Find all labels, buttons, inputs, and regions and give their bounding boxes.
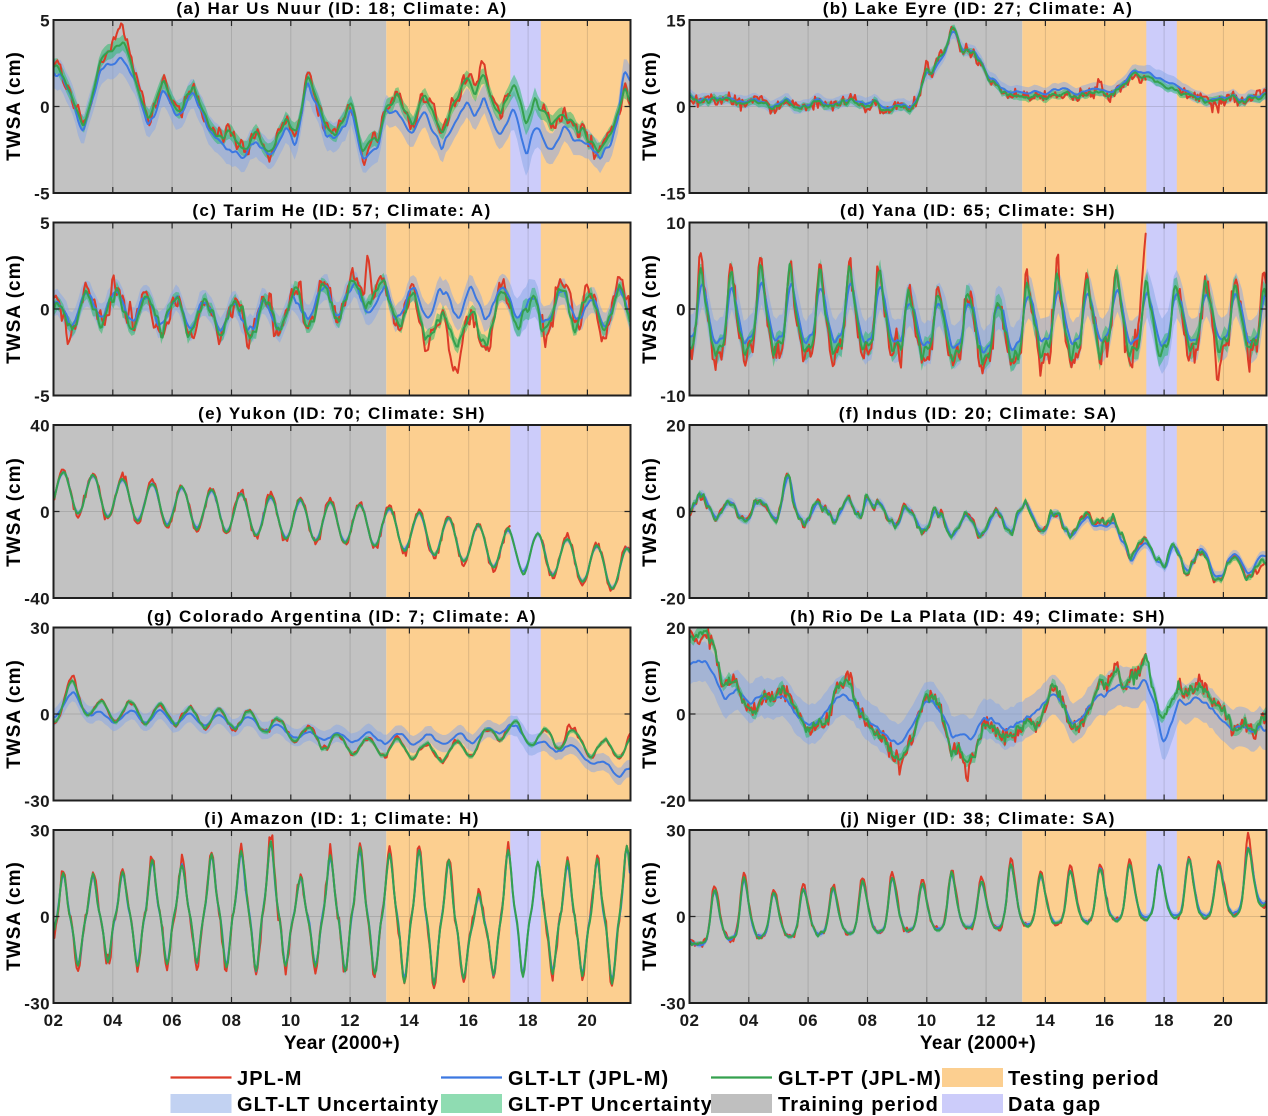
svg-text:(e) Yukon (ID: 70; Climate: SH: (e) Yukon (ID: 70; Climate: SH) [198, 404, 486, 423]
svg-text:0: 0 [676, 705, 686, 724]
svg-text:0: 0 [40, 300, 50, 319]
svg-text:30: 30 [30, 619, 50, 638]
svg-text:GLT-PT (JPL-M): GLT-PT (JPL-M) [778, 1068, 942, 1090]
svg-text:-15: -15 [660, 184, 686, 203]
svg-text:(c) Tarim He (ID: 57; Climate:: (c) Tarim He (ID: 57; Climate: A) [192, 201, 491, 220]
svg-text:TWSA (cm): TWSA (cm) [640, 254, 661, 364]
svg-text:-30: -30 [660, 994, 686, 1013]
svg-text:JPL-M: JPL-M [237, 1068, 303, 1090]
svg-text:30: 30 [30, 821, 50, 840]
svg-text:-10: -10 [660, 387, 686, 406]
svg-text:TWSA (cm): TWSA (cm) [640, 659, 661, 769]
svg-text:06: 06 [798, 1011, 818, 1030]
svg-text:14: 14 [1036, 1011, 1056, 1030]
svg-text:(g) Colorado Argentina (ID: 7;: (g) Colorado Argentina (ID: 7; Climate: … [147, 607, 537, 626]
svg-text:Training period: Training period [778, 1094, 939, 1116]
svg-text:-5: -5 [34, 387, 50, 406]
svg-text:(f) Indus (ID: 20; Climate: SA: (f) Indus (ID: 20; Climate: SA) [839, 404, 1118, 423]
svg-text:5: 5 [40, 11, 50, 30]
svg-text:TWSA (cm): TWSA (cm) [4, 254, 25, 364]
svg-text:0: 0 [40, 705, 50, 724]
svg-text:18: 18 [1154, 1011, 1174, 1030]
svg-text:18: 18 [518, 1011, 538, 1030]
svg-text:-30: -30 [24, 994, 50, 1013]
svg-text:0: 0 [40, 908, 50, 927]
svg-text:04: 04 [739, 1011, 759, 1030]
svg-text:(j) Niger (ID: 38; Climate: SA: (j) Niger (ID: 38; Climate: SA) [840, 809, 1116, 828]
svg-text:20: 20 [1214, 1011, 1234, 1030]
svg-text:16: 16 [459, 1011, 479, 1030]
svg-text:06: 06 [162, 1011, 182, 1030]
svg-text:15: 15 [666, 11, 686, 30]
svg-text:GLT-LT Uncertainty: GLT-LT Uncertainty [237, 1094, 439, 1116]
svg-text:-20: -20 [660, 792, 686, 811]
svg-text:TWSA (cm): TWSA (cm) [640, 861, 661, 971]
svg-text:Year (2000+): Year (2000+) [920, 1033, 1036, 1054]
svg-text:08: 08 [858, 1011, 878, 1030]
svg-text:40: 40 [30, 416, 50, 435]
svg-text:20: 20 [666, 416, 686, 435]
svg-text:10: 10 [281, 1011, 301, 1030]
svg-text:16: 16 [1095, 1011, 1115, 1030]
svg-text:(b) Lake Eyre (ID: 27; Climate: (b) Lake Eyre (ID: 27; Climate: A) [823, 0, 1134, 18]
svg-text:0: 0 [40, 503, 50, 522]
svg-text:02: 02 [680, 1011, 700, 1030]
svg-text:04: 04 [103, 1011, 123, 1030]
svg-text:08: 08 [222, 1011, 242, 1030]
svg-text:TWSA (cm): TWSA (cm) [640, 457, 661, 567]
svg-text:10: 10 [666, 214, 686, 233]
svg-text:0: 0 [676, 503, 686, 522]
svg-text:02: 02 [44, 1011, 64, 1030]
svg-text:12: 12 [340, 1011, 360, 1030]
svg-text:TWSA (cm): TWSA (cm) [4, 861, 25, 971]
svg-text:GLT-PT Uncertainty: GLT-PT Uncertainty [508, 1094, 713, 1116]
svg-text:Testing period: Testing period [1008, 1068, 1160, 1090]
svg-text:(d) Yana (ID: 65; Climate: SH): (d) Yana (ID: 65; Climate: SH) [840, 201, 1116, 220]
svg-text:5: 5 [40, 214, 50, 233]
svg-text:(a) Har Us Nuur (ID: 18; Clima: (a) Har Us Nuur (ID: 18; Climate: A) [176, 0, 507, 18]
svg-text:(h) Rio De La Plata (ID: 49; C: (h) Rio De La Plata (ID: 49; Climate: SH… [790, 607, 1166, 626]
svg-text:GLT-LT (JPL-M): GLT-LT (JPL-M) [508, 1068, 669, 1090]
svg-text:0: 0 [676, 908, 686, 927]
svg-text:(i) Amazon (ID: 1; Climate: H): (i) Amazon (ID: 1; Climate: H) [204, 809, 480, 828]
svg-text:30: 30 [666, 821, 686, 840]
svg-text:-20: -20 [660, 589, 686, 608]
svg-text:TWSA (cm): TWSA (cm) [4, 659, 25, 769]
svg-text:Data gap: Data gap [1008, 1094, 1101, 1116]
svg-text:-40: -40 [24, 589, 50, 608]
svg-text:10: 10 [917, 1011, 937, 1030]
svg-text:0: 0 [40, 98, 50, 117]
svg-text:TWSA (cm): TWSA (cm) [4, 51, 25, 161]
svg-text:TWSA (cm): TWSA (cm) [4, 457, 25, 567]
svg-text:0: 0 [676, 98, 686, 117]
svg-text:TWSA (cm): TWSA (cm) [640, 51, 661, 161]
svg-text:14: 14 [400, 1011, 420, 1030]
svg-text:Year (2000+): Year (2000+) [284, 1033, 400, 1054]
svg-text:-5: -5 [34, 184, 50, 203]
svg-text:0: 0 [676, 300, 686, 319]
svg-text:20: 20 [578, 1011, 598, 1030]
svg-text:12: 12 [976, 1011, 996, 1030]
svg-text:-30: -30 [24, 792, 50, 811]
svg-text:20: 20 [666, 619, 686, 638]
